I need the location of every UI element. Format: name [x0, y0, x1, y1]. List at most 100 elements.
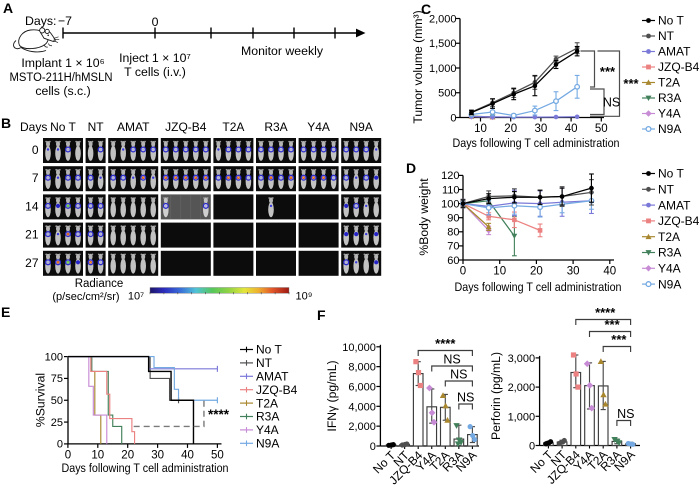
panel-b-letter: B [1, 115, 11, 131]
legend-label-N9A: N9A [658, 122, 681, 136]
mouse-image [310, 140, 317, 161]
panel-e-survival: E 0 10 20 30 40 50 0 25 50 75 100 Days following T c… [1, 304, 298, 475]
mouse-image [87, 225, 94, 246]
series-line [462, 200, 592, 208]
data-point-T2A [602, 400, 609, 407]
survival-steps [67, 356, 179, 401]
y-tick-label: 1,000 [508, 411, 536, 423]
legend-label-AMAT: AMAT [256, 370, 289, 384]
series-marker [511, 91, 517, 97]
y-tick-label: 1,500 [429, 38, 457, 50]
legend-label-R3A: R3A [658, 246, 681, 260]
mouse-image [215, 140, 222, 161]
survival-steps [67, 356, 218, 370]
implant-text-line3: cells (s.c.) [35, 84, 90, 98]
mouse-image [87, 253, 94, 274]
mouse-image [363, 253, 370, 274]
mouse-image-block-JZQ-B4: JZQ-B4 [160, 120, 211, 276]
image-strip [298, 222, 339, 248]
mouse-image [87, 168, 94, 189]
legend-marker-AMAT [646, 202, 651, 208]
series-AMAT [469, 114, 580, 120]
y-tick-label: 0 [450, 112, 456, 124]
mouse-image [320, 140, 327, 161]
data-point-JZQB4 [573, 371, 579, 377]
image-strip [256, 194, 296, 220]
mouse-image [257, 140, 265, 161]
legend-label-Y4A: Y4A [658, 262, 681, 276]
legend-label-N9A: N9A [256, 437, 279, 451]
legend-marker-NoT [646, 171, 651, 176]
legend-label-R3A: R3A [658, 91, 681, 105]
mouse-image [150, 168, 156, 189]
legend-item-N9A: N9A [642, 122, 681, 136]
image-strip [160, 194, 211, 220]
y-tick-label: 75 [51, 373, 63, 385]
group-label: JZQ-B4 [165, 120, 207, 134]
data-point-Y4A [430, 418, 438, 426]
radiance-title: Radiance [75, 278, 124, 290]
legend-item-N9A: N9A [240, 437, 279, 451]
mouse-image [353, 168, 360, 189]
x-tick-label: 30 [535, 123, 548, 135]
mouse-image [120, 197, 126, 218]
mouse-image [87, 197, 94, 218]
mouse-image [140, 253, 146, 274]
mouse-image [64, 140, 72, 161]
sig-bracket [590, 50, 621, 117]
series-marker [574, 114, 580, 120]
mouse-image [343, 197, 350, 218]
data-point-NoT [390, 442, 396, 448]
monitor-weekly-label: Monitor weekly [241, 44, 324, 58]
series-NoT [469, 45, 580, 116]
sig-label-stars: *** [623, 76, 639, 91]
mouse-image [330, 168, 337, 189]
series-marker [532, 83, 538, 89]
image-strip [160, 250, 211, 276]
mouse-image [55, 168, 61, 189]
data-point-T2A [442, 402, 449, 409]
mouse-image [300, 140, 307, 161]
mouse-image [192, 168, 199, 189]
mouse-image [245, 140, 252, 161]
data-point-N9A [467, 424, 473, 430]
y-tick-label: 2,000 [348, 421, 376, 433]
data-point-N9A [630, 441, 636, 447]
row-days-header: Days [20, 120, 47, 134]
mouse-image [192, 140, 199, 161]
legend-item-R3A: R3A [642, 246, 681, 260]
mouse-image [74, 225, 82, 246]
legend-item-AMAT: AMAT [642, 45, 691, 59]
sig-label-stars: *** [600, 64, 616, 79]
row-day-label: 27 [25, 256, 39, 270]
image-strip [213, 222, 254, 248]
series-marker [489, 109, 496, 116]
mouse-image-block-NoT: No T [43, 120, 83, 276]
mouse-image [267, 140, 275, 161]
legend-label-NT: NT [658, 183, 675, 197]
legend-item-T2A: T2A [642, 230, 680, 244]
sig-bracket [444, 380, 473, 387]
data-point-T2A [444, 417, 451, 423]
mouse-image [353, 197, 360, 218]
sig-bracket [575, 318, 632, 325]
mouse-image [343, 253, 350, 274]
legend-item-Y4A: Y4A [240, 423, 279, 437]
sig-label-ns: NS [450, 368, 467, 382]
mouse-image [97, 140, 104, 161]
legend-label-JZQB4: JZQ-B4 [658, 214, 700, 228]
mouse-image-block-Y4A: Y4A [298, 120, 339, 276]
mouse-image [130, 168, 136, 189]
mouse-image [75, 253, 81, 274]
legend-label-T2A: T2A [256, 396, 278, 410]
data-point-JZQB4 [417, 382, 423, 389]
y-tick-label: 25 [51, 417, 63, 429]
mouse-image [44, 253, 52, 274]
mouse-image [97, 197, 104, 218]
group-label: NT [88, 120, 105, 134]
mouse-image [55, 197, 61, 218]
y-tick-label: 120 [441, 170, 459, 182]
sig-bracket [458, 403, 473, 410]
survival-curve-JZQB4 [67, 356, 136, 444]
